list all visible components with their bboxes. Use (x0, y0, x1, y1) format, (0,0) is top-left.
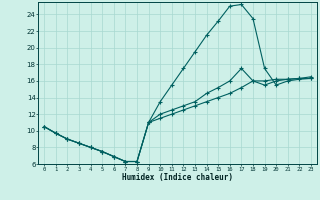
X-axis label: Humidex (Indice chaleur): Humidex (Indice chaleur) (122, 173, 233, 182)
